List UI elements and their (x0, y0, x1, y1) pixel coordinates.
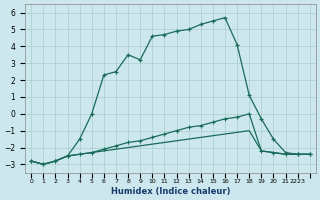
X-axis label: Humidex (Indice chaleur): Humidex (Indice chaleur) (111, 187, 230, 196)
